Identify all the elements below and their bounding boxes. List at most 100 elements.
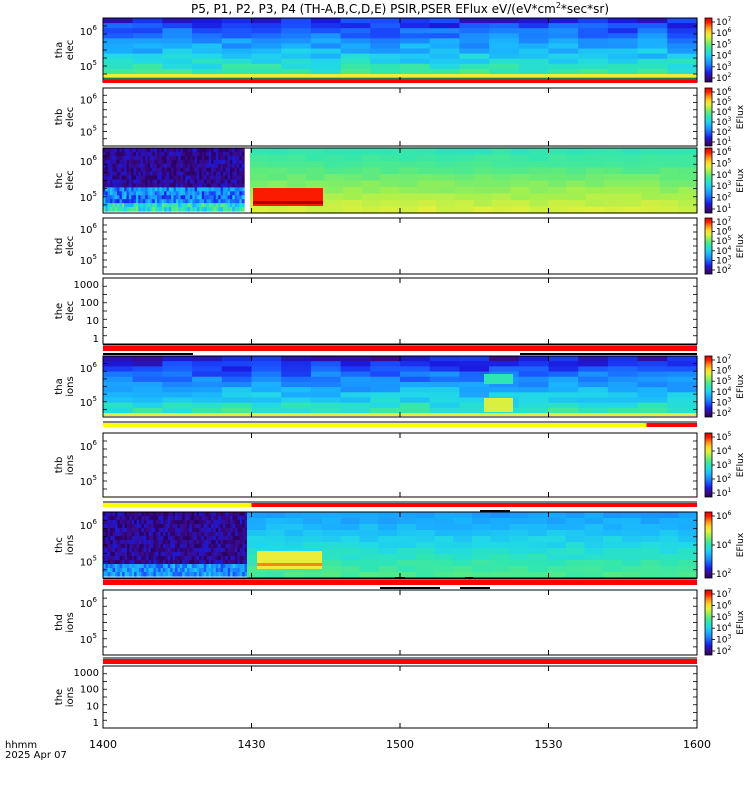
y-tick-label: 105 (80, 253, 97, 267)
thc-ions-heatmap-late (247, 512, 698, 579)
y-tick-label: 106 (80, 93, 98, 107)
tha-ions-yellow-patch (484, 398, 513, 412)
panel-frame (102, 87, 698, 147)
colorbar-tick-label: 105 (716, 235, 731, 247)
colorbar-tick-label: 106 (716, 27, 731, 39)
flag-mark (380, 587, 440, 589)
colorbar-tick-label: 101 (716, 487, 731, 499)
colorbar-tick-label: 103 (716, 459, 731, 471)
thc-elec-heatmap-late (250, 148, 698, 214)
tha-ions-green-patch (484, 374, 513, 384)
y-axis-label-probe: tha (54, 42, 65, 58)
y-tick-label: 1000 (74, 668, 99, 679)
y-tick-label: 106 (80, 439, 98, 453)
y-axis-label-species: elec (65, 170, 76, 191)
colorbar-tick-label: 105 (716, 611, 731, 623)
flag-mark (103, 353, 193, 355)
colorbar-tick-label: 106 (716, 146, 731, 158)
flag-bar (103, 578, 697, 585)
y-tick-label: 105 (80, 190, 97, 204)
colorbar-tick-label: 102 (716, 568, 731, 580)
y-tick-label: 106 (80, 361, 98, 375)
colorbar-thb-ions: 105 104 103 102 101 EFlux (704, 431, 746, 499)
panel-frame (102, 432, 698, 498)
colorbar-tick-label: 104 (716, 245, 731, 257)
tha-ions-heatmap (103, 356, 698, 414)
y-axis-label-probe: the (54, 689, 65, 705)
panel-frame (102, 217, 698, 275)
colorbar-gradient (704, 432, 713, 498)
colorbar-tick-label: 104 (716, 445, 731, 457)
y-axis-label-species: ions (65, 376, 76, 396)
colorbar-thc-ions: 106 104 102 EFlux (704, 510, 746, 580)
colorbar-tick-label: 106 (716, 599, 731, 611)
y-axis-label-species: elec (65, 40, 76, 61)
colorbar-label: EFlux (736, 452, 746, 477)
panel-the-ions: 1000 100 10 1 the ions (54, 665, 698, 729)
colorbar-tick-label: 102 (716, 645, 731, 657)
panel-frame (102, 589, 698, 656)
y-tick-label: 100 (80, 685, 99, 696)
colorbar-label: EFlux (736, 233, 746, 258)
colorbar-label: EFlux (736, 104, 746, 129)
y-axis-label-probe: thd (54, 238, 65, 255)
colorbar-tick-label: 107 (716, 16, 731, 28)
panel-thc-ions: 106 105 thc ions 106 104 102 EFlux (54, 510, 746, 580)
panel-the-elec: 1000 100 10 1 the elec (54, 277, 698, 345)
y-tick-label: 106 (80, 24, 98, 38)
flag-segment (103, 80, 697, 83)
y-tick-label: 106 (80, 518, 98, 532)
flag-bar (103, 421, 697, 427)
y-axis-label-species: ions (65, 687, 76, 707)
y-tick-label: 100 (80, 298, 99, 309)
flag-mark (395, 577, 405, 579)
colorbar-tick-label: 103 (716, 396, 731, 408)
time-axis: hhmm 2025 Apr 07 1400 1430 1500 1530 1600 (5, 738, 711, 761)
flag-segment (103, 659, 697, 664)
colorbar-tick-label: 104 (716, 539, 731, 551)
colorbar-gradient (704, 589, 713, 656)
y-tick-label: 105 (80, 125, 97, 139)
colorbar-tick-label: 102 (716, 126, 731, 138)
colorbar-tick-label: 103 (716, 61, 731, 73)
y-axis-label-species: elec (65, 107, 76, 128)
colorbar-gradient (704, 17, 713, 83)
y-axis-label-species: elec (65, 236, 76, 257)
flag-bar (103, 501, 697, 507)
colorbar-label: EFlux (736, 168, 746, 193)
colorbar-tick-label: 103 (716, 180, 731, 192)
colorbar-tick-label: 106 (716, 86, 731, 98)
y-tick-label: 10 (86, 701, 99, 712)
time-tick-label: 1530 (535, 738, 563, 751)
thc-ions-yellow-block (257, 551, 322, 569)
colorbar-gradient (704, 147, 713, 214)
colorbar-label: EFlux (736, 610, 746, 635)
colorbar-tick-label: 104 (716, 386, 731, 398)
y-axis-label-probe: the (54, 303, 65, 319)
colorbar-tick-label: 103 (716, 634, 731, 646)
colorbar-gradient (704, 217, 713, 275)
y-axis-label-probe: thb (54, 457, 65, 474)
colorbar-tick-label: 102 (716, 473, 731, 485)
time-tick-label: 1600 (683, 738, 711, 751)
y-axis-label-species: elec (65, 301, 76, 322)
colorbar-tick-label: 104 (716, 169, 731, 181)
flag-segment (103, 580, 697, 585)
y-axis-label-species: ions (65, 455, 76, 475)
y-tick-label: 106 (80, 154, 98, 168)
y-tick-label: 10 (86, 316, 99, 327)
colorbar-tick-label: 105 (716, 157, 731, 169)
colorbar-tick-label: 102 (716, 264, 731, 276)
y-tick-label: 1000 (74, 280, 99, 291)
flag-segment (103, 503, 252, 507)
colorbar-label: EFlux (736, 532, 746, 557)
